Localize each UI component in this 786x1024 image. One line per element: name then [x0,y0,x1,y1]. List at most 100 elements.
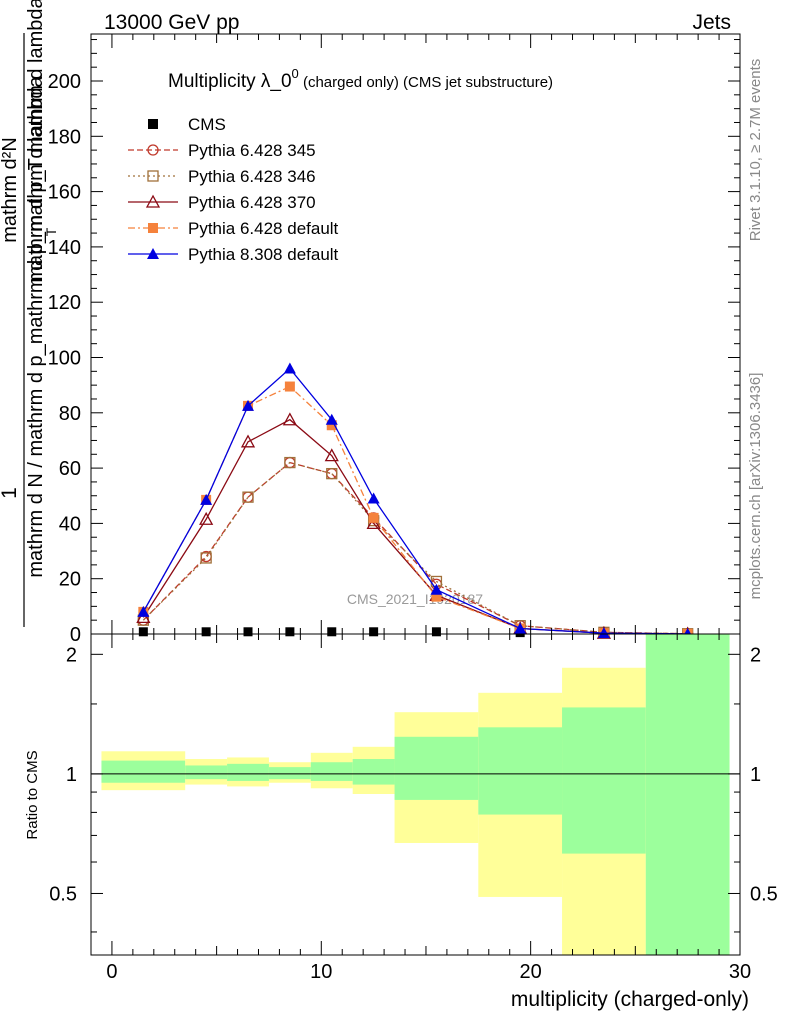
ratio-tick-label-right: 2 [750,644,761,666]
y-label-numerator: 1 [0,487,21,499]
y-tick-label: 160 [48,182,81,204]
ratio-band-inner [227,763,269,781]
ratio-band-inner [645,634,730,955]
legend-label: Pythia 8.308 default [188,245,339,264]
marker-square [326,420,337,431]
legend-entry: CMS [148,115,226,134]
marker-square [327,627,337,637]
legend-label: Pythia 6.428 370 [188,193,316,212]
marker-triangle [325,413,338,425]
marker-square [201,627,211,637]
main-y-label: 1 mathrm d N / mathrm d p_mathrm d p_mat… [0,0,59,627]
ratio-y-label: Ratio to CMS [24,750,41,839]
ratio-panel-frame [90,633,741,956]
marker-triangle [597,627,610,639]
series-line [142,461,688,635]
marker-square [369,627,379,637]
legend-label: Pythia 6.428 345 [188,141,316,160]
marker-triangle [430,583,443,595]
marker-open-triangle [145,194,161,208]
y-tick-label: 80 [59,403,81,425]
marker-square [431,627,441,637]
marker-triangle [147,248,159,259]
ratio-band-inner [562,707,646,854]
marker-square [138,627,148,637]
x-ticks: 0 10 20 30 [90,34,751,983]
marker-open-square [284,456,296,469]
y-tick-label: 0 [70,624,81,646]
ratio-ticks: 0.5 0.5 1 1 2 2 [49,644,778,933]
x-axis-label: multiplicity (charged-only) [511,988,749,1011]
legend-label: CMS [188,115,226,134]
legend: CMS Pythia 6.428 345 Pythia 6.428 346 Pythi… [128,115,339,264]
y-tick-label: 60 [59,458,81,480]
rivet-label: Rivet 3.1.10, ≥ 2.7M events [747,59,764,242]
legend-entry: Pythia 6.428 346 [128,167,316,186]
marker-square [148,119,158,129]
marker-triangle [514,622,527,634]
ratio-band-inner [101,760,186,783]
marker-open-circle [326,467,338,480]
series-1 [137,456,694,640]
ratio-tick-label: 2 [66,644,77,666]
y-tick-label: 40 [59,513,81,535]
legend-entry: Pythia 8.308 default [128,245,339,264]
main-y-ticks: 0 20 40 60 80 100 120 140 160 180 200 [48,71,740,646]
y-tick-label: 100 [48,348,81,370]
y-label-overlay: mathrm d²N [0,137,21,243]
series-line [142,461,688,635]
ratio-band-inner [478,727,563,815]
ratio-tick-label: 1 [66,764,77,786]
y-tick-label: 120 [48,292,81,314]
marker-open-square [200,552,212,564]
ratio-band-inner [394,736,479,800]
marker-triangle [283,362,296,374]
marker-open-square [147,170,159,182]
marker-open-triangle [282,412,297,426]
y-label-denominator: mathrm d N / mathrm d p_mathrm d p_mathr… [25,75,47,577]
ratio-band-inner [310,762,353,781]
marker-open-triangle [324,448,339,462]
marker-square [285,627,295,637]
ratio-tick-label-right: 1 [750,764,761,786]
legend-entry: Pythia 6.428 345 [128,141,316,160]
y-tick-label: 140 [48,237,81,259]
ratio-bands [101,634,730,955]
title-small: (charged only) (CMS jet substructure) [299,74,553,91]
legend-label: Pythia 6.428 default [188,219,339,238]
main-minor-ticks [91,39,740,621]
y-label-subscript: T [43,227,59,236]
title-main: Multiplicity λ_0 [168,71,292,92]
mcplots-label: mcplots.cern.ch [arXiv:1306.3436] [747,373,764,600]
legend-label: Pythia 6.428 346 [188,167,316,186]
marker-triangle [137,605,150,617]
watermark-label: CMS_2021_I1920187 [347,591,483,607]
ratio-band-inner [185,765,228,780]
marker-open-triangle [199,511,214,525]
series-line [142,367,688,635]
ratio-band-inner [268,767,311,780]
marker-square [243,627,253,637]
x-tick-label: 10 [310,961,332,983]
marker-square [431,591,442,602]
marker-open-square [242,491,254,503]
marker-square [284,381,295,392]
title-superscript: 0 [292,66,299,81]
marker-open-square [326,467,338,480]
x-tick-label: 0 [106,961,117,983]
y-label-overlay-fraction: mathrm d p_T mathrm d lambda [25,0,47,283]
marker-open-triangle [366,516,381,530]
y-tick-label: 20 [59,569,81,591]
legend-entry: Pythia 6.428 default [128,219,339,238]
marker-open-circle [147,144,159,156]
ratio-tick-label-right: 0.5 [750,883,778,905]
marker-square [368,512,379,523]
marker-square [148,223,158,233]
header-left: 13000 GeV pp [104,11,239,34]
series-layer [136,362,695,640]
x-tick-label: 30 [729,961,751,983]
chart-title: Multiplicity λ_00 (charged only) (CMS je… [168,66,553,92]
y-tick-label: 200 [48,71,81,93]
marker-triangle [242,399,255,411]
